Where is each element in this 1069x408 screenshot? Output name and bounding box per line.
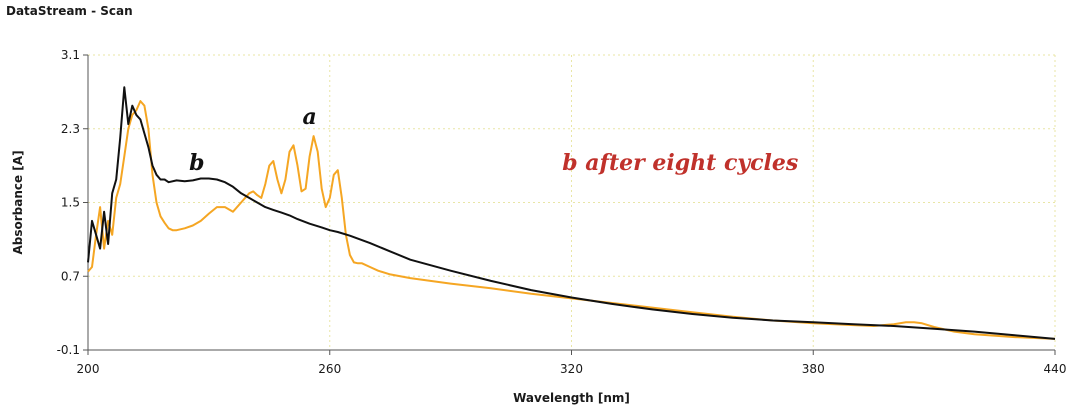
series-line-a — [87, 100, 1056, 340]
y-axis-label: Absorbance [A] — [11, 150, 25, 254]
x-tick-label: 260 — [318, 362, 341, 376]
y-tick-label: 0.7 — [61, 269, 80, 283]
y-tick-label: 1.5 — [61, 196, 80, 210]
annotation-note: b after eight cycles — [562, 150, 798, 176]
grid-lines — [88, 54, 1056, 350]
x-tick-label: 200 — [77, 362, 100, 376]
x-axis-label: Wavelength [nm] — [513, 391, 630, 405]
app-title: DataStream - Scan — [6, 4, 133, 18]
y-tick-label: -0.1 — [57, 343, 80, 357]
y-tick-label: 3.1 — [61, 48, 80, 62]
x-tick-label: 320 — [560, 362, 583, 376]
series-lines — [87, 86, 1056, 340]
tick-labels: -0.1 0.7 1.5 2.3 3.1 200 260 320 380 440 — [57, 48, 1067, 376]
x-tick-label: 380 — [802, 362, 825, 376]
annotations: a b b after eight cycles — [189, 104, 798, 176]
curve-label-b: b — [189, 150, 204, 176]
series-line-b — [87, 86, 1056, 340]
curve-label-a: a — [302, 104, 316, 130]
y-tick-label: 2.3 — [61, 122, 80, 136]
axes — [83, 54, 1056, 355]
x-tick-label: 440 — [1044, 362, 1067, 376]
